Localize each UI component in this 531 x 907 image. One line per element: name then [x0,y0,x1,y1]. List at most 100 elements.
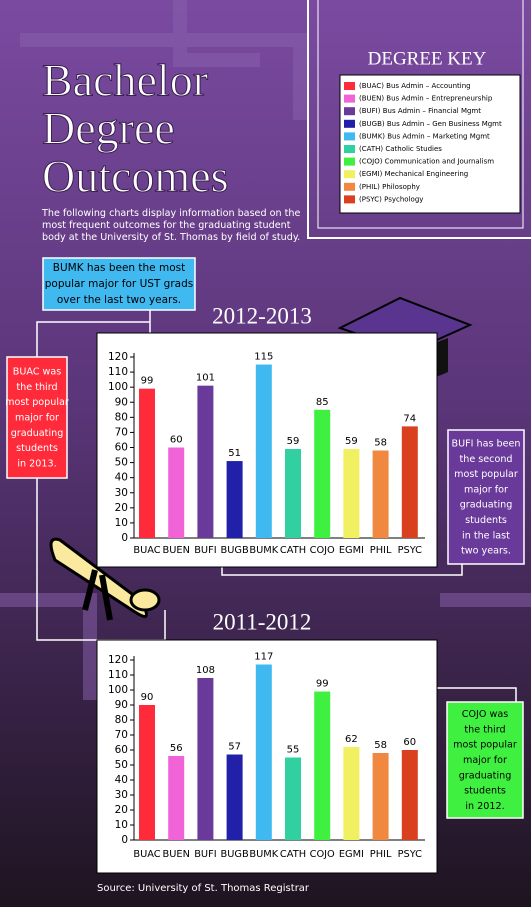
value-label: 55 [287,745,300,756]
bar [197,678,214,840]
callout-text: the third [464,724,505,735]
key-label: (BUFI) Bus Admin – Financial Mgmt [359,107,481,115]
key-swatch [344,170,355,179]
y-tick-label: 20 [115,804,128,816]
callout-text: BUFI has been [452,438,521,449]
bar [285,757,301,840]
y-tick-label: 120 [108,654,128,666]
x-tick-label: CATH [280,545,306,556]
x-tick-label: PHIL [370,849,392,860]
y-tick-label: 10 [115,517,128,529]
value-label: 99 [141,376,154,387]
callout-text: BUMK has been the most [53,262,185,274]
y-tick-label: 70 [115,729,128,741]
chart-title: 2011-2012 [213,609,312,634]
value-label: 115 [254,352,273,363]
y-tick-label: 110 [108,366,128,378]
y-tick-label: 30 [115,487,128,499]
x-tick-label: PSYC [398,545,423,556]
callout-text: most popular [453,740,517,751]
key-box [339,74,521,214]
y-tick-label: 100 [108,684,128,696]
bar [255,664,272,840]
bar [314,691,331,840]
callout-text: graduating [11,428,64,439]
callout-text: in the last [462,530,510,541]
y-tick-label: 100 [108,381,128,393]
callout-text: two years. [461,546,511,557]
y-tick-label: 40 [115,774,128,786]
value-label: 60 [403,737,416,748]
x-tick-label: COJO [310,849,335,860]
description: most frequent outcomes for the graduatin… [42,220,291,231]
bar [139,705,155,840]
key-label: (BUAC) Bus Admin – Accounting [359,82,471,90]
callout-box [42,257,196,311]
bar [343,747,360,840]
bar [401,750,418,840]
title-line: Outcomes [42,151,229,202]
value-label: 101 [196,373,215,384]
callout-text: graduating [459,770,512,781]
bar [314,409,331,538]
bar [168,756,185,840]
callout-text: the second [459,454,512,465]
y-tick-label: 80 [115,411,128,423]
title-line: Bachelor [42,55,208,106]
key-label: (PHIL) Philosophy [359,183,420,191]
value-label: 58 [374,740,387,751]
callout-box [447,429,525,565]
x-tick-label: EGMI [339,545,364,556]
y-tick-label: 70 [115,426,128,438]
y-tick-label: 50 [115,759,128,771]
value-label: 108 [196,665,215,676]
chart-title: 2012-2013 [212,303,312,328]
x-tick-label: BUMK [249,849,278,860]
callout-text: BUAC was [13,367,61,378]
y-tick-label: 10 [115,819,128,831]
key-label: (EGMI) Mechanical Engineering [359,170,468,178]
description: body at the University of St. Thomas by … [42,232,300,243]
bar [255,364,272,538]
x-tick-label: BUEN [162,849,189,860]
y-tick-label: 110 [108,669,128,681]
callout-box [446,701,524,819]
y-tick-label: 90 [115,699,128,711]
bar [197,385,214,538]
bar [226,461,243,538]
y-tick-label: 60 [115,442,128,454]
key-title: DEGREE KEY [368,48,487,69]
bar [139,388,155,538]
y-tick-label: 40 [115,472,128,484]
bar [285,449,301,538]
bar [343,449,360,538]
key-label: (COJO) Communication and Journalism [359,158,494,166]
value-label: 58 [374,438,387,449]
callout-text: students [464,786,506,797]
key-swatch [344,195,355,204]
value-label: 51 [228,448,241,459]
value-label: 62 [345,734,358,745]
callout-text: COJO was [462,709,508,720]
key-label: (PSYC) Psychology [359,195,423,203]
bar [401,426,418,538]
value-label: 56 [170,743,183,754]
key-swatch [344,94,355,103]
value-label: 74 [403,413,416,424]
x-tick-label: COJO [310,545,335,556]
x-tick-label: BUMK [249,545,278,556]
y-tick-label: 90 [115,396,128,408]
value-label: 117 [254,652,273,663]
source: Source: University of St. Thomas Registr… [97,883,310,894]
x-tick-label: BUAC [133,849,160,860]
y-tick-label: 50 [115,457,128,469]
value-label: 90 [141,692,154,703]
x-tick-label: BUAC [133,545,160,556]
callout-text: major for [464,484,508,495]
callout-text: most popular [454,469,518,480]
y-tick-label: 80 [115,714,128,726]
key-label: (BUEN) Bus Admin – Entrepreneurship [359,95,493,103]
key-swatch [344,145,355,153]
callout-text: graduating [460,500,513,511]
